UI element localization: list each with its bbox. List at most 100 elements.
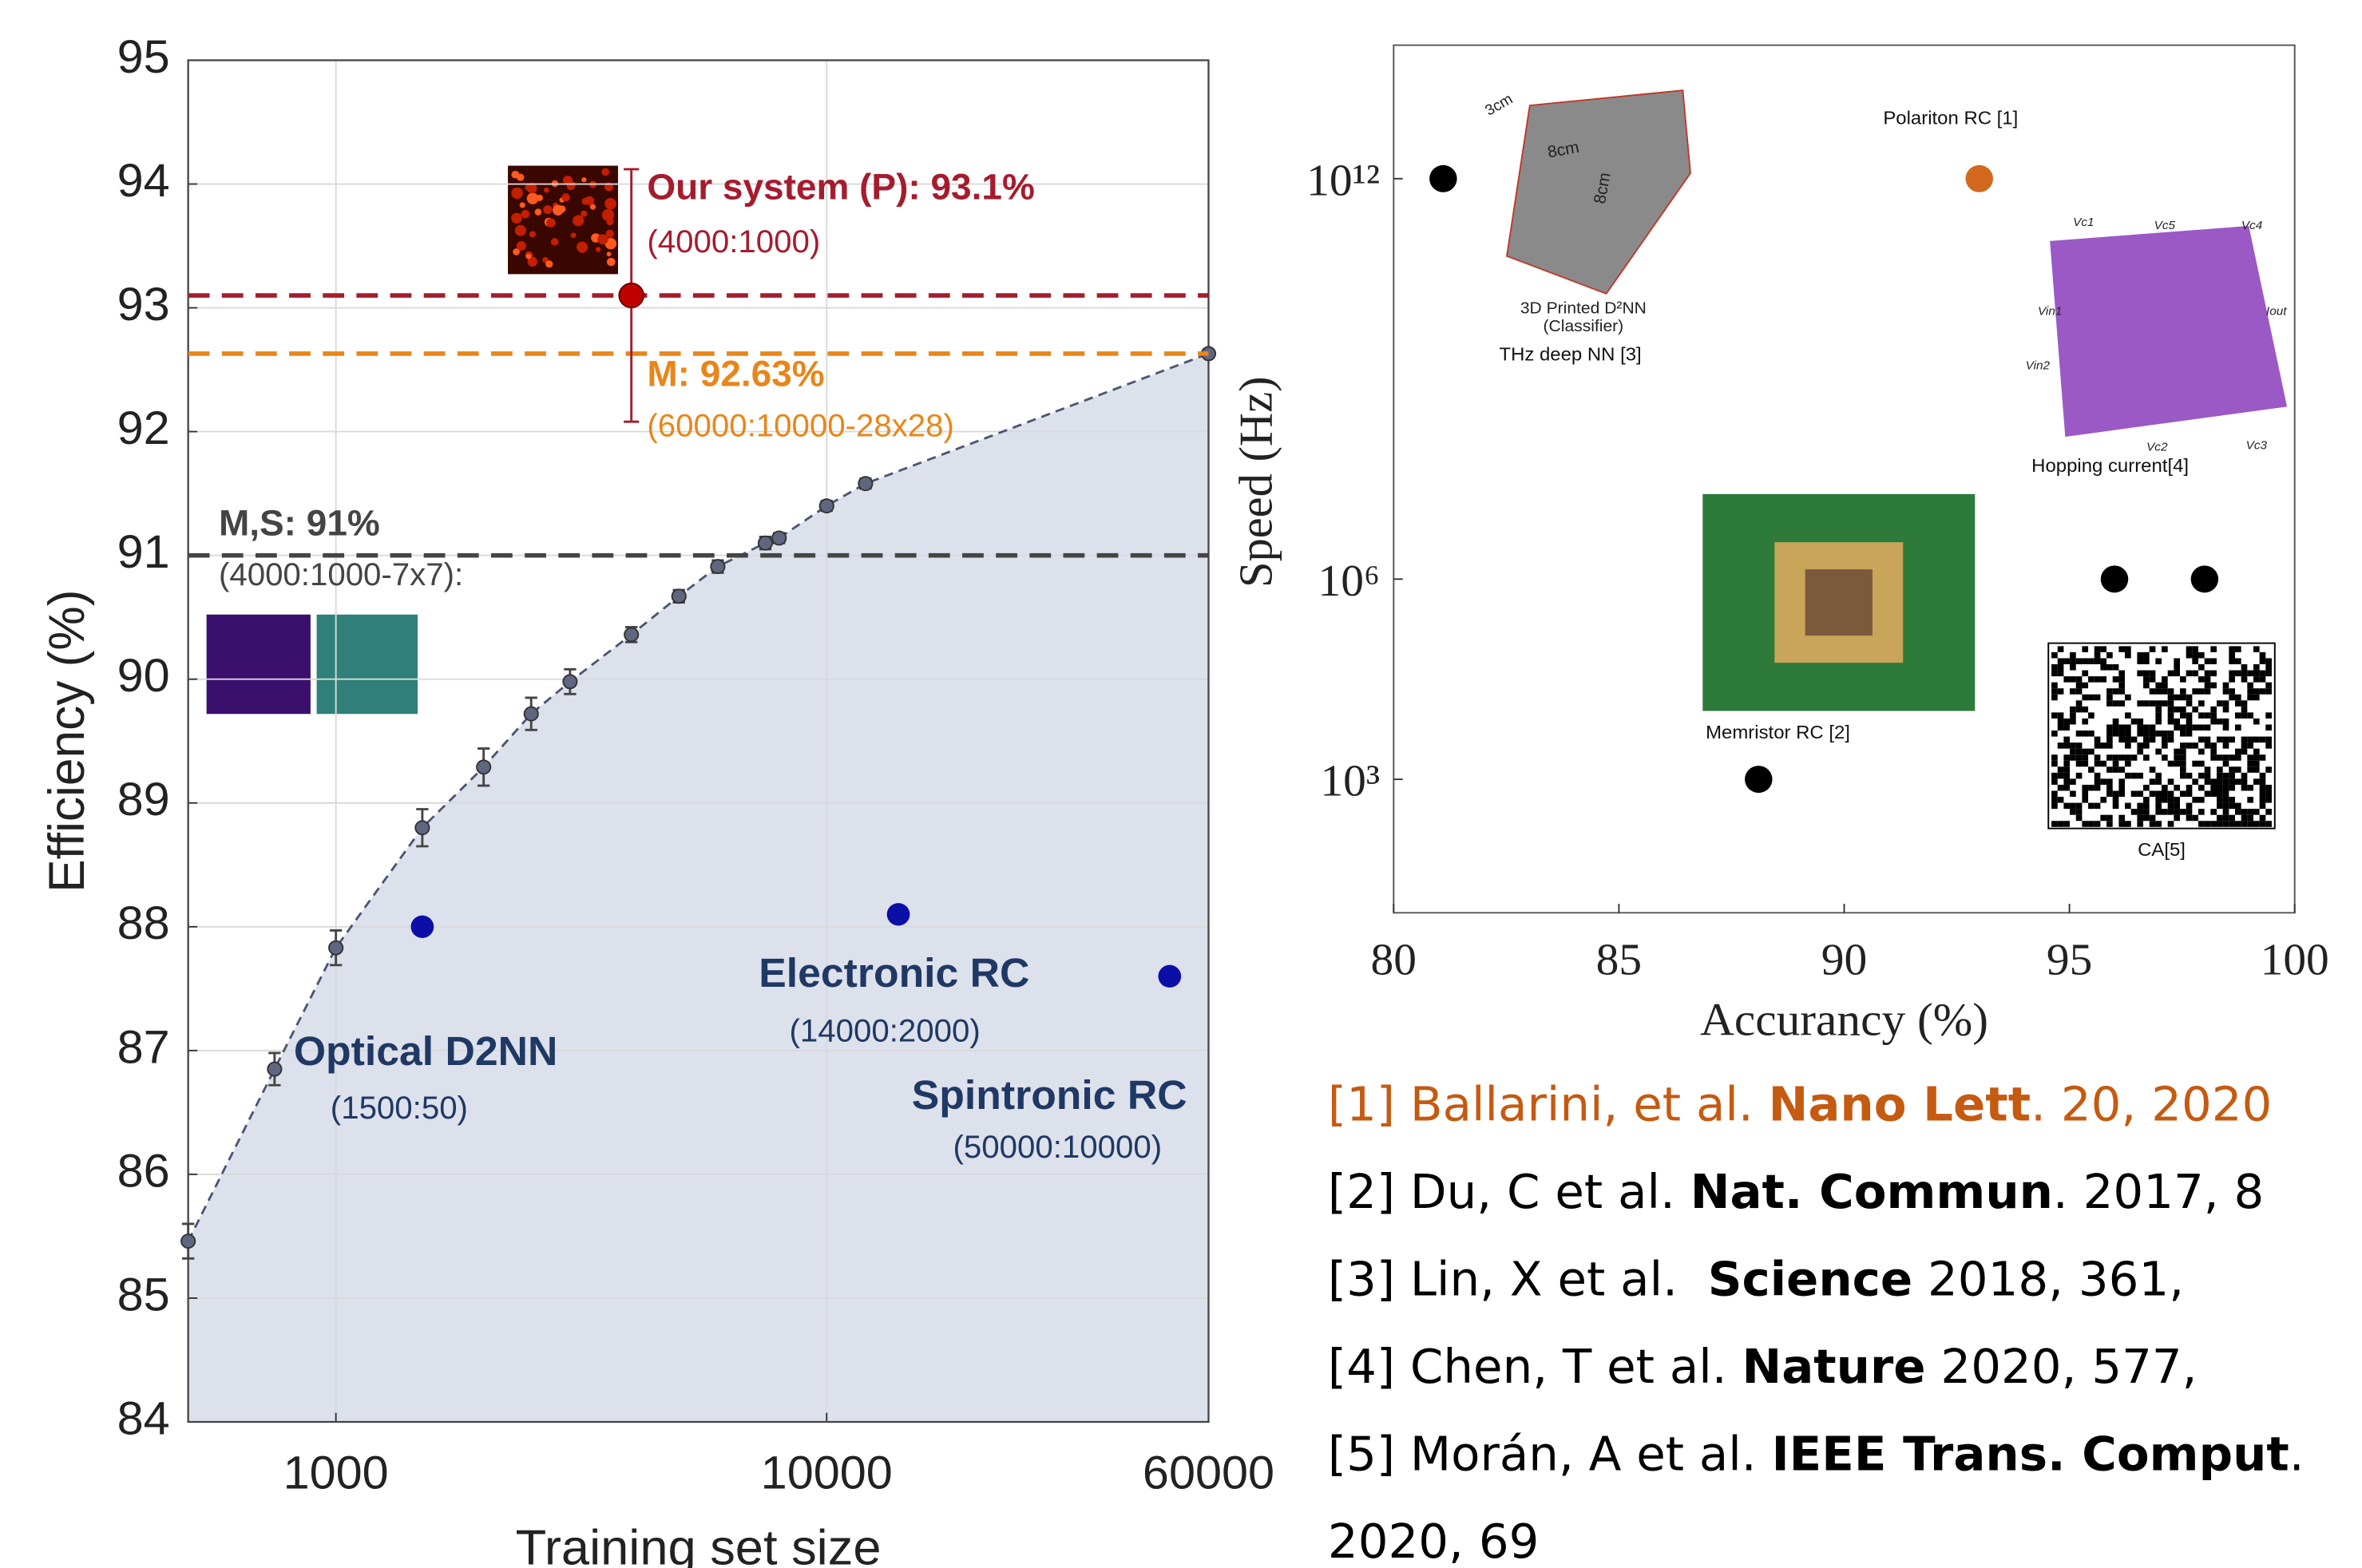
ca-cell <box>2235 671 2241 677</box>
ca-cell <box>2150 688 2156 695</box>
ca-cell <box>2186 809 2193 815</box>
ca-cell <box>2198 724 2205 731</box>
ca-cell <box>2174 724 2180 731</box>
ca-cell <box>2260 737 2266 743</box>
ca-cell <box>2051 652 2058 659</box>
ca-cell <box>2223 754 2229 761</box>
ca-cell <box>2217 797 2223 803</box>
ca-cell <box>2058 688 2064 695</box>
ca-cell <box>2162 809 2168 815</box>
ca-cell <box>2241 707 2248 713</box>
ca-cell <box>2217 737 2223 743</box>
ca-cell <box>2180 676 2186 683</box>
ca-cell <box>2063 737 2070 743</box>
ca-cell <box>2143 724 2150 731</box>
ca-cell <box>2247 712 2253 719</box>
ca-cell <box>2223 773 2229 779</box>
ca-cell <box>2155 658 2162 664</box>
ca-cell <box>2125 695 2131 701</box>
ca-cell <box>2217 766 2223 773</box>
ca-cell <box>2063 754 2070 761</box>
ca-cell <box>2198 749 2205 755</box>
y-tick-label: 89 <box>117 774 170 826</box>
ca-cell <box>2076 742 2083 749</box>
ca-cell <box>2223 700 2229 707</box>
ca-cell <box>2100 742 2106 749</box>
ca-cell <box>2229 688 2235 695</box>
ca-cell <box>2210 707 2217 713</box>
ca-cell <box>2051 695 2058 701</box>
ca-cell <box>2118 676 2125 683</box>
speckle <box>558 205 565 212</box>
speckle <box>602 209 614 221</box>
ca-cell <box>2082 658 2088 664</box>
ca-cell <box>2106 688 2113 695</box>
ca-cell <box>2070 803 2076 810</box>
data-point <box>672 589 686 603</box>
ca-cell <box>2155 688 2162 695</box>
ca-cell <box>2217 815 2223 822</box>
x-axis-label: Training set size <box>516 1520 882 1568</box>
comparison-point <box>411 916 434 938</box>
ca-cell <box>2253 719 2260 725</box>
ca-cell <box>2186 803 2193 810</box>
ca-cell <box>2180 695 2186 701</box>
speckle <box>607 258 616 266</box>
ca-cell <box>2223 809 2229 815</box>
ca-cell <box>2058 797 2064 803</box>
ca-cell <box>2180 809 2186 815</box>
ca-cell <box>2094 778 2101 785</box>
reference-journal: Nat. Commun <box>1690 1166 2053 1220</box>
ca-cell <box>2076 700 2083 707</box>
ca-cell <box>2063 742 2070 749</box>
ca-cell <box>2162 790 2168 797</box>
data-point <box>772 531 786 544</box>
x-tick-label: 60000 <box>1143 1447 1274 1499</box>
ca-cell <box>2235 646 2241 652</box>
ca-cell <box>2223 683 2229 689</box>
reference-text: [4] Chen, T et al. <box>1328 1340 1742 1395</box>
ca-cell <box>2058 724 2064 731</box>
ca-cell <box>2260 785 2266 791</box>
y-tick-label: 85 <box>117 1269 170 1321</box>
speckle <box>607 251 612 256</box>
ca-cell <box>2076 707 2083 713</box>
ca-cell <box>2186 719 2193 725</box>
ca-cell <box>2265 766 2272 773</box>
ca-cell <box>2118 821 2125 827</box>
reference-sublabel: (4000:1000) <box>647 224 820 259</box>
reference-label: Our system (P): 93.1% <box>647 167 1034 208</box>
ca-cell <box>2260 803 2266 810</box>
ca-cell <box>2210 646 2217 652</box>
ca-cell <box>2162 737 2168 743</box>
chip-label: Vin2 <box>2026 359 2051 373</box>
ca-cell <box>2241 815 2248 822</box>
ca-cell <box>2192 646 2198 652</box>
ca-cell <box>2113 766 2119 773</box>
y-tick-label: 87 <box>117 1022 170 1073</box>
ca-cell <box>2260 754 2266 761</box>
ca-cell <box>2143 742 2150 749</box>
ca-cell <box>2051 821 2058 827</box>
ca-cell <box>2241 737 2248 743</box>
inset-pcb-core <box>1805 569 1873 636</box>
ca-cell <box>2260 676 2266 683</box>
ca-cell <box>2051 664 2058 671</box>
ca-cell <box>2137 652 2143 659</box>
ca-cell <box>2205 821 2211 827</box>
ca-cell <box>2094 646 2101 652</box>
y-axis-label: Speed (Hz) <box>1229 376 1282 588</box>
ca-cell <box>2155 773 2162 779</box>
ca-cell <box>2235 766 2241 773</box>
ca-cell <box>2247 683 2253 689</box>
ca-cell <box>2168 737 2174 743</box>
ca-cell <box>2070 742 2076 749</box>
ca-cell <box>2260 658 2266 664</box>
ca-cell <box>2260 790 2266 797</box>
ca-cell <box>2265 785 2272 791</box>
inset-speckle <box>508 166 618 275</box>
ca-cell <box>2118 766 2125 773</box>
ca-cell <box>2186 671 2193 677</box>
ca-cell <box>2143 671 2150 677</box>
data-point <box>268 1063 281 1076</box>
